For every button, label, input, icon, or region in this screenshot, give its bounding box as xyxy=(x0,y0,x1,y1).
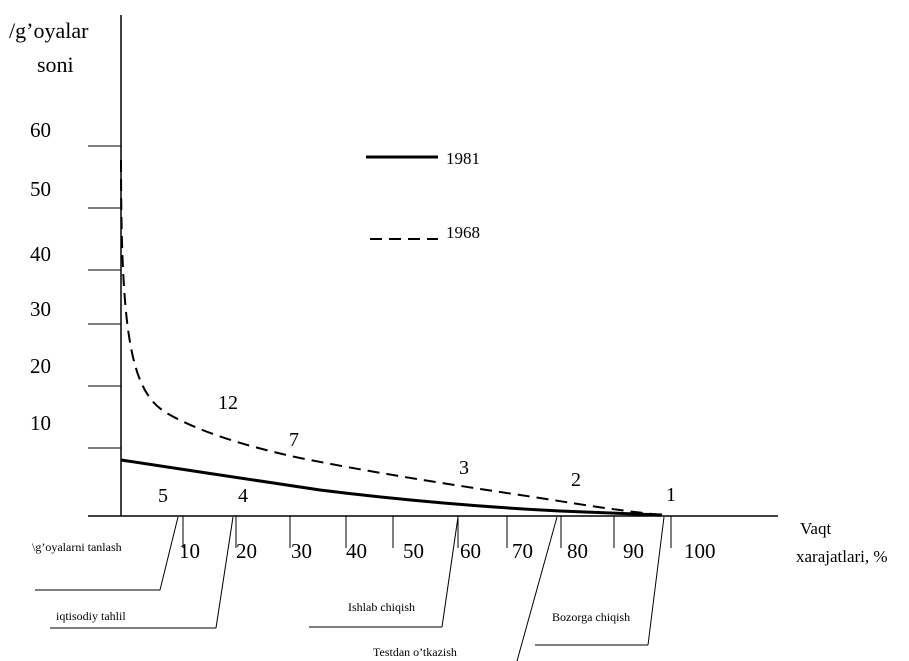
curve-label-3: 3 xyxy=(459,457,469,479)
x-axis-title-line2: xarajatlari, % xyxy=(796,547,888,566)
y-tick-label-30: 30 xyxy=(30,297,51,321)
stage-pointer-idea-selection xyxy=(159,516,179,591)
series-1968-curve xyxy=(120,159,663,516)
stage-pointer-development xyxy=(441,516,459,628)
stage-label-development: Ishlab chiqish xyxy=(348,600,415,614)
x-tick-label-30: 30 xyxy=(291,539,312,563)
legend-1968-label: 1968 xyxy=(446,223,480,242)
curve-label-4: 4 xyxy=(238,485,248,507)
x-tick-label-80: 80 xyxy=(567,539,588,563)
x-tick-label-90: 90 xyxy=(623,539,644,563)
y-tick-label-10: 10 xyxy=(30,411,51,435)
x-tick-label-20: 20 xyxy=(236,539,257,563)
curve-label-2: 2 xyxy=(571,469,581,491)
x-tick-label-60: 60 xyxy=(460,539,481,563)
x-tick-label-50: 50 xyxy=(403,539,424,563)
x-axis-title-line1: Vaqt xyxy=(800,519,831,538)
curve-label-12: 12 xyxy=(218,392,238,414)
x-tick-label-10: 10 xyxy=(179,539,200,563)
legend-1981-label: 1981 xyxy=(446,149,480,168)
stage-label-economic-analysis: iqtisodiy tahlil xyxy=(56,609,126,623)
curve-label-1: 1 xyxy=(666,484,676,506)
x-tick-label-40: 40 xyxy=(346,539,367,563)
stage-label-idea-selection: \g’oyalarni tanlash xyxy=(32,540,122,554)
series-1981-curve xyxy=(120,458,663,517)
y-tick-label-20: 20 xyxy=(30,354,51,378)
x-tick-label-70: 70 xyxy=(512,539,533,563)
stage-pointer-economic-analysis xyxy=(215,516,234,629)
x-tick-label-100: 100 xyxy=(684,539,716,563)
stage-pointer-market-launch xyxy=(647,516,665,646)
curve-label-5: 5 xyxy=(158,485,168,507)
y-tick-label-50: 50 xyxy=(30,177,51,201)
stage-label-market-launch: Bozorga chiqish xyxy=(552,610,630,624)
curve-label-7: 7 xyxy=(289,429,299,451)
y-axis-title-line1: /g’oyalar xyxy=(9,18,89,43)
y-tick-label-60: 60 xyxy=(30,118,51,142)
y-axis-title-line2: soni xyxy=(37,52,74,77)
y-tick-label-40: 40 xyxy=(30,242,51,266)
stage-label-testing: Testdan o’tkazish xyxy=(373,645,457,659)
stage-pointer-testing xyxy=(516,516,558,661)
